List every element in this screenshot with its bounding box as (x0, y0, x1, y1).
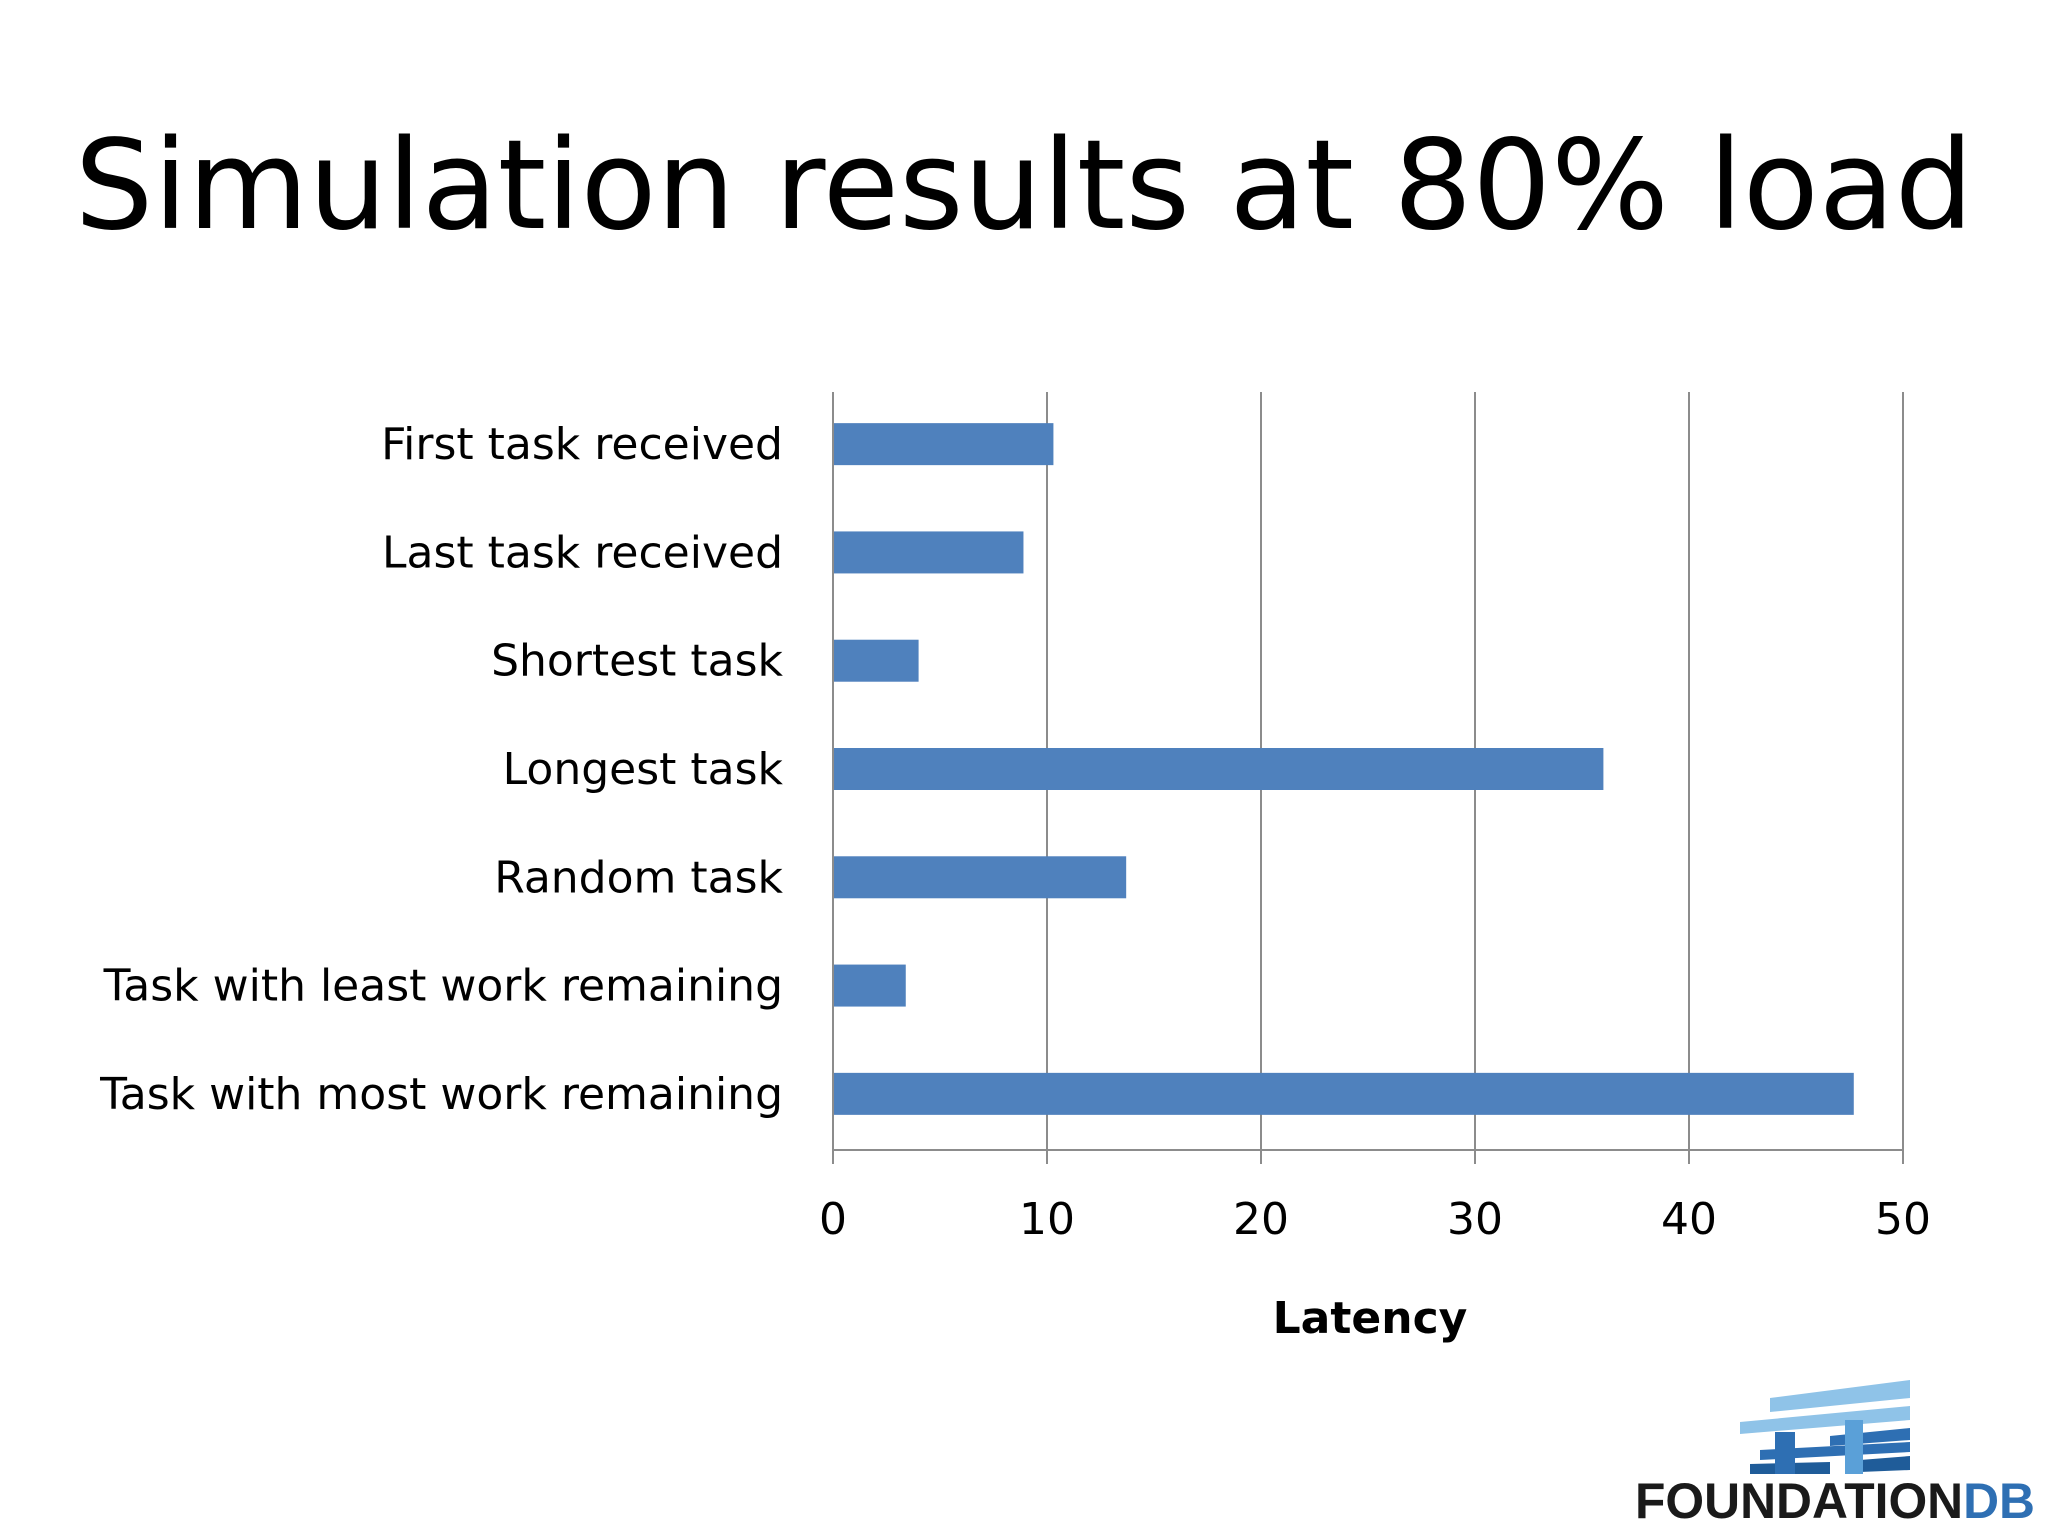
bars (833, 423, 1854, 1115)
x-tick-label: 20 (1233, 1194, 1289, 1245)
category-label: Task with most work remaining (99, 1069, 783, 1120)
bar (833, 856, 1127, 899)
bar (833, 531, 1024, 574)
x-tick-label: 50 (1875, 1194, 1931, 1245)
logo-building-icon (1740, 1380, 1910, 1474)
category-label: Longest task (503, 744, 784, 795)
category-label: Random task (494, 852, 783, 903)
x-tick-label: 10 (1019, 1194, 1075, 1245)
slide-title: Simulation results at 80% load (74, 114, 1974, 258)
foundationdb-logo: FOUNDATIONDB (1635, 1380, 2035, 1529)
bar (833, 639, 919, 682)
bar (833, 748, 1604, 790)
bar (833, 1072, 1854, 1115)
x-tick-label: 0 (819, 1194, 847, 1245)
category-label: Task with least work remaining (103, 961, 783, 1012)
category-label: Shortest task (491, 636, 783, 687)
bar (833, 964, 906, 1007)
x-tick-label: 40 (1661, 1194, 1717, 1245)
logo-text: FOUNDATIONDB (1635, 1473, 2035, 1529)
category-label: Last task received (382, 527, 783, 578)
x-axis: 0 10 20 30 40 50 (819, 392, 1931, 1245)
category-labels: First task received Last task received Sho… (99, 419, 783, 1120)
category-label: First task received (381, 419, 783, 470)
x-axis-label: Latency (1273, 1293, 1468, 1344)
bar (833, 423, 1054, 466)
x-tick-label: 30 (1447, 1194, 1503, 1245)
